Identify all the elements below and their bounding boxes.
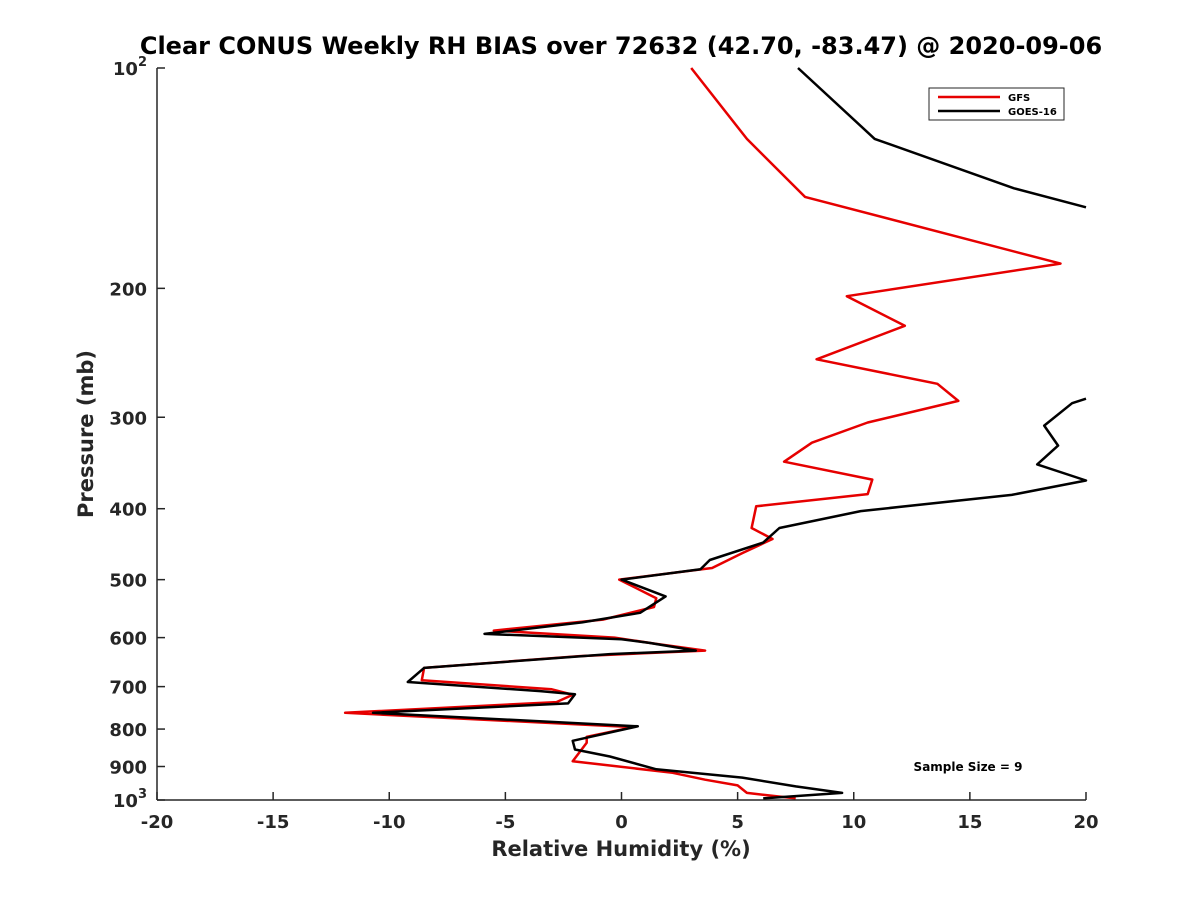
legend-label-gfs: GFS [1008,93,1030,104]
series-layer [343,67,1088,800]
y-tick-label: 500 [109,571,147,592]
x-tick-label: -10 [373,812,406,833]
y-tick-label: 300 [109,408,147,429]
y-tick-base: 400 [109,500,147,521]
series-line-goes16 [797,67,1087,209]
x-axis-label: Relative Humidity (%) [491,837,750,861]
x-tick-label: -15 [257,812,290,833]
y-tick-exponent: 3 [138,787,147,802]
x-tick-label: -20 [141,812,174,833]
y-tick-base: 600 [109,629,147,650]
y-tick-base: 10 [113,791,138,812]
x-tick-label: 5 [731,812,744,833]
y-tick-base: 10 [113,59,138,80]
legend-label-goes16: GOES-16 [1008,107,1057,118]
series-line-goes16 [371,397,1088,800]
x-tick-label: 0 [615,812,628,833]
y-tick-base: 500 [109,571,147,592]
y-tick-base: 800 [109,720,147,741]
y-tick-exponent: 2 [138,55,147,70]
plot-background [157,68,1086,800]
y-tick-label: 103 [113,787,147,812]
y-tick-label: 600 [109,629,147,650]
plot-area: -20 -15 -10 -5 0 5 10 15 20 10220030040050060070… [109,55,1098,833]
y-tick-label: 700 [109,678,147,699]
sample-size-annotation: Sample Size = 9 [914,760,1023,774]
y-tick-label: 200 [109,279,147,300]
y-tick-base: 700 [109,678,147,699]
x-tick-label: 20 [1073,812,1098,833]
y-tick-base: 900 [109,758,147,779]
y-tick-label: 900 [109,758,147,779]
y-tick-label: 800 [109,720,147,741]
y-tick-base: 200 [109,279,147,300]
y-tick-base: 300 [109,408,147,429]
legend: GFS GOES-16 [928,87,1065,121]
x-tick-label: -5 [495,812,515,833]
y-tick-label: 102 [113,55,147,80]
x-axis-ticks: -20 -15 -10 -5 0 5 10 15 20 [141,792,1099,833]
legend-box [928,87,1065,121]
y-tick-label: 400 [109,500,147,521]
y-axis-label: Pressure (mb) [74,350,98,518]
x-tick-label: 15 [957,812,982,833]
x-tick-label: 10 [841,812,866,833]
chart-title: Clear CONUS Weekly RH BIAS over 72632 (4… [140,32,1102,60]
